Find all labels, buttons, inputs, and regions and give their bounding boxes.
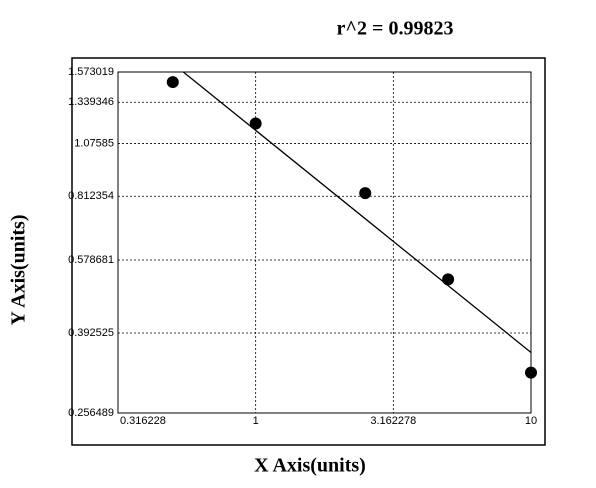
y-tick-label: 0.392525 [68, 327, 114, 339]
y-tick-label: 1.339346 [68, 96, 114, 108]
x-tick-label: 0.316228 [120, 415, 166, 427]
y-tick-label: 0.812354 [68, 190, 114, 202]
x-tick-label: 1 [253, 415, 259, 427]
y-tick-label: 1.573019 [68, 66, 114, 78]
x-tick-label: 3.162278 [370, 415, 416, 427]
x-tick-label: 10 [525, 415, 537, 427]
y-tick-label: 0.578681 [68, 254, 114, 266]
frame [71, 57, 546, 446]
y-axis-label: Y Axis(units) [8, 215, 30, 326]
data-point [525, 366, 537, 379]
data-point [166, 76, 179, 89]
data-point [249, 117, 262, 130]
data-point [359, 187, 372, 200]
plot-area [117, 71, 532, 414]
data-point [442, 273, 455, 286]
x-axis-label: X Axis(units) [254, 455, 366, 477]
chart-title: r^2 = 0.99823 [337, 18, 454, 40]
fit-line [182, 71, 532, 353]
y-tick-label: 0.256489 [68, 407, 114, 419]
y-tick-label: 1.07585 [74, 137, 114, 149]
